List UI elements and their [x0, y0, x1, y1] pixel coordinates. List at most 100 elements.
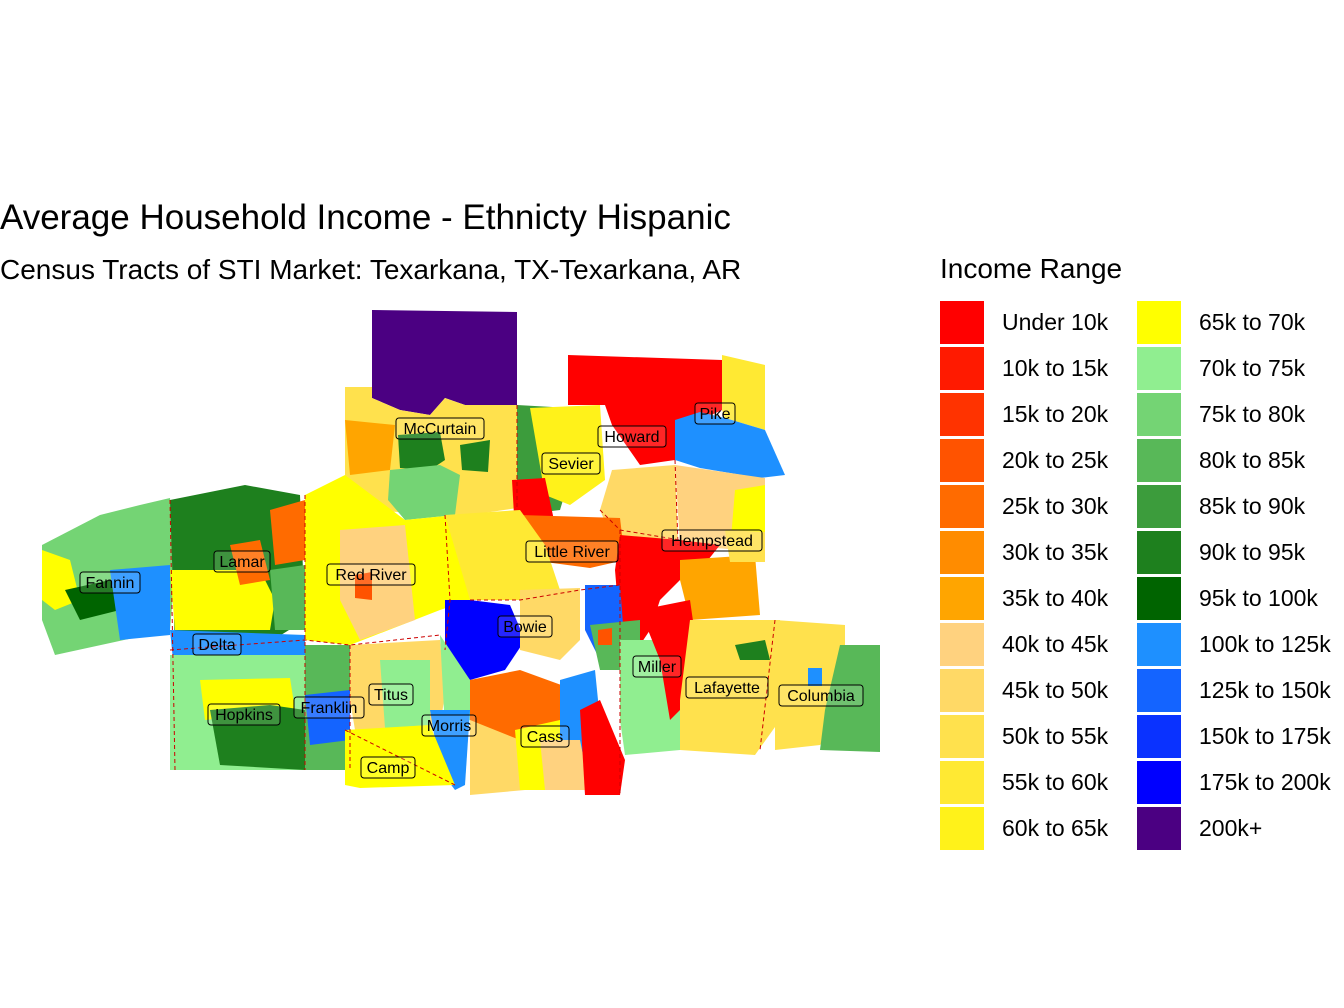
legend-item: 50k to 55k: [940, 714, 1140, 760]
county-label-text: Little River: [534, 544, 610, 561]
legend-item: 200k+: [1137, 806, 1337, 852]
county-label: Bowie: [497, 615, 553, 638]
tract-region: [808, 668, 822, 686]
legend-swatch: [940, 347, 984, 390]
legend-swatch: [1137, 485, 1181, 528]
tract-region: [355, 572, 372, 600]
county-label-text: Sevier: [548, 456, 594, 473]
legend-label: 175k to 200k: [1199, 769, 1331, 795]
legend-label: 80k to 85k: [1199, 447, 1306, 473]
county-label: Miller: [632, 655, 682, 678]
county-label: Camp: [360, 756, 416, 779]
county-labels: McCurtain Pike Howard Sevier Hempstead L…: [79, 402, 864, 779]
county-label-text: Red River: [335, 567, 407, 584]
tract-region: [735, 640, 770, 660]
legend-swatch: [1137, 623, 1181, 666]
county-label: Little River: [525, 540, 619, 563]
tract-region: [388, 465, 460, 520]
legend-item: 60k to 65k: [940, 806, 1140, 852]
choropleth-map: McCurtain Pike Howard Sevier Hempstead L…: [42, 310, 880, 795]
county-label-text: Franklin: [301, 700, 358, 717]
legend-label: 10k to 15k: [1002, 355, 1109, 381]
map-subtitle: Census Tracts of STI Market: Texarkana, …: [0, 254, 742, 285]
legend-item: 20k to 25k: [940, 438, 1140, 484]
legend-item: Under 10k: [940, 300, 1140, 346]
tract-region: [210, 705, 305, 770]
tract-region: [820, 645, 880, 752]
county-label: Cass: [520, 725, 570, 748]
tract-region: [580, 700, 625, 795]
tract-region: [380, 660, 430, 728]
tract-region: [722, 355, 765, 430]
legend-swatch: [940, 761, 984, 804]
county-label: Hempstead: [661, 529, 763, 552]
legend-label: 45k to 50k: [1002, 677, 1109, 703]
legend-label: 125k to 150k: [1199, 677, 1331, 703]
county-label: Columbia: [778, 684, 864, 707]
tract-region: [445, 600, 525, 680]
tract-region: [110, 565, 170, 640]
county-label: Red River: [326, 563, 416, 586]
tract-region: [725, 530, 765, 562]
county-label-text: Columbia: [787, 688, 855, 705]
county-label: Fannin: [79, 571, 141, 594]
legend-label: 55k to 60k: [1002, 769, 1109, 795]
tract-region: [460, 440, 490, 472]
legend-swatch: [940, 807, 984, 850]
county-label: Pike: [694, 402, 736, 425]
legend-item: 65k to 70k: [1137, 300, 1337, 346]
legend-item: 45k to 50k: [940, 668, 1140, 714]
tract-region: [65, 580, 120, 620]
legend-swatch: [940, 393, 984, 436]
county-label-text: Lafayette: [694, 680, 760, 697]
county-label-text: Camp: [367, 760, 410, 777]
legend-label: 60k to 65k: [1002, 815, 1109, 841]
legend-swatch: [1137, 301, 1181, 344]
legend-label: 150k to 175k: [1199, 723, 1331, 749]
tract-region: [170, 570, 275, 630]
tract-region: [372, 310, 517, 415]
legend-label: 95k to 100k: [1199, 585, 1318, 611]
legend-swatch: [1137, 715, 1181, 758]
legend-swatch: [1137, 669, 1181, 712]
county-label: Sevier: [541, 452, 601, 475]
legend-item: 30k to 35k: [940, 530, 1140, 576]
legend-label: 40k to 45k: [1002, 631, 1109, 657]
tract-region: [520, 588, 580, 660]
legend-item: 125k to 150k: [1137, 668, 1337, 714]
county-label-text: Hopkins: [215, 707, 273, 724]
legend-item: 40k to 45k: [940, 622, 1140, 668]
legend-swatch: [1137, 761, 1181, 804]
county-label-text: Delta: [198, 637, 235, 654]
legend-label: 35k to 40k: [1002, 585, 1109, 611]
legend-item: 80k to 85k: [1137, 438, 1337, 484]
county-label-text: Pike: [699, 406, 730, 423]
tract-region: [598, 628, 612, 645]
legend-label: 20k to 25k: [1002, 447, 1109, 473]
county-label: Lamar: [213, 550, 271, 573]
legend-label: 85k to 90k: [1199, 493, 1306, 519]
county-label: Delta: [192, 633, 242, 656]
tract-region: [680, 555, 760, 620]
county-label: Lafayette: [685, 676, 769, 699]
tract-region: [340, 525, 415, 640]
legend-item: 100k to 125k: [1137, 622, 1337, 668]
census-tract-regions: [42, 310, 880, 795]
legend-item: 15k to 20k: [940, 392, 1140, 438]
tract-region: [270, 500, 305, 565]
county-label-text: Lamar: [219, 554, 265, 571]
legend-item: 70k to 75k: [1137, 346, 1337, 392]
county-label-text: Hempstead: [671, 533, 753, 550]
tract-region: [530, 405, 605, 505]
county-label-text: Morris: [427, 718, 471, 735]
legend-swatch: [940, 623, 984, 666]
county-label-text: Bowie: [503, 619, 547, 636]
county-label-text: Titus: [374, 687, 408, 704]
tract-region: [440, 635, 470, 730]
legend-label: 100k to 125k: [1199, 631, 1331, 657]
legend-label: 200k+: [1199, 815, 1263, 841]
legend-label: 70k to 75k: [1199, 355, 1306, 381]
legend-item: 55k to 60k: [940, 760, 1140, 806]
county-label: McCurtain: [395, 417, 485, 440]
legend-item: 75k to 80k: [1137, 392, 1337, 438]
